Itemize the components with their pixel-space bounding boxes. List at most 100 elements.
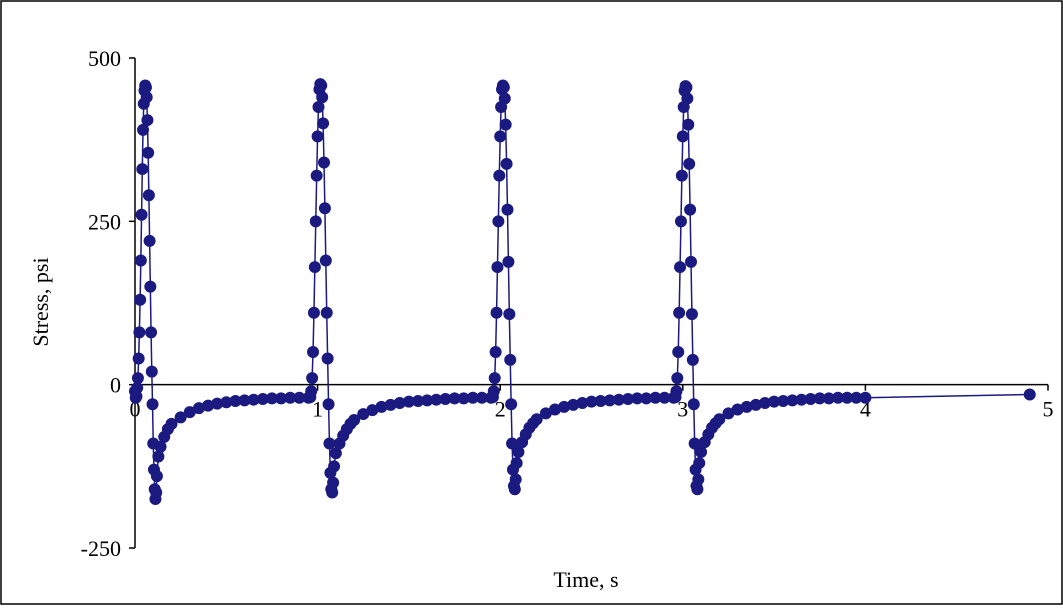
data-point bbox=[505, 398, 518, 411]
data-point bbox=[140, 91, 153, 104]
data-point bbox=[673, 306, 686, 319]
data-point bbox=[326, 486, 339, 499]
series-layer bbox=[129, 78, 1036, 505]
data-point bbox=[685, 255, 698, 268]
data-point bbox=[134, 254, 147, 267]
data-point bbox=[145, 365, 158, 378]
data-point bbox=[321, 352, 334, 365]
data-point bbox=[142, 146, 155, 159]
data-point bbox=[499, 118, 512, 131]
data-point bbox=[318, 202, 331, 215]
data-point bbox=[681, 92, 694, 105]
x-tick-label: 1 bbox=[312, 397, 323, 422]
data-point bbox=[150, 470, 163, 483]
data-point bbox=[682, 118, 695, 131]
data-point bbox=[684, 203, 697, 216]
y-tick-label: -250 bbox=[81, 536, 121, 561]
data-point bbox=[136, 163, 149, 176]
y-axis-title: Stress, psi bbox=[28, 257, 53, 346]
data-point bbox=[1023, 388, 1036, 401]
data-point bbox=[348, 413, 361, 426]
data-point bbox=[674, 215, 687, 228]
data-point bbox=[315, 79, 328, 92]
x-axis-title: Time, s bbox=[553, 567, 618, 592]
x-tick-label: 2 bbox=[495, 397, 506, 422]
x-tick-label: 4 bbox=[860, 397, 871, 422]
data-point bbox=[317, 156, 330, 169]
axes: -250 0 250 500 0 1 2 3 4 5 bbox=[81, 46, 1054, 561]
data-point bbox=[135, 208, 148, 221]
data-point bbox=[142, 189, 155, 202]
data-point bbox=[323, 437, 336, 450]
data-point bbox=[508, 483, 521, 496]
data-point bbox=[504, 353, 517, 366]
data-point bbox=[510, 457, 523, 470]
data-point bbox=[307, 306, 320, 319]
data-point bbox=[493, 169, 506, 182]
data-point bbox=[174, 411, 187, 424]
data-point bbox=[328, 460, 341, 473]
data-point bbox=[492, 215, 505, 228]
data-point bbox=[145, 326, 158, 339]
data-point bbox=[143, 234, 156, 247]
data-point bbox=[676, 130, 689, 143]
data-point bbox=[146, 398, 159, 411]
data-point bbox=[497, 81, 510, 94]
data-point bbox=[327, 476, 340, 489]
data-point bbox=[144, 280, 157, 293]
data-point bbox=[488, 372, 501, 385]
data-point bbox=[150, 486, 163, 499]
data-point bbox=[671, 372, 684, 385]
data-point bbox=[322, 398, 335, 411]
data-point bbox=[859, 391, 872, 404]
data-point bbox=[152, 450, 165, 463]
data-point bbox=[674, 261, 687, 274]
data-point bbox=[305, 385, 318, 398]
data-point bbox=[487, 385, 500, 398]
data-point bbox=[309, 215, 322, 228]
data-point bbox=[685, 308, 698, 321]
data-point bbox=[680, 81, 693, 94]
data-point bbox=[500, 157, 513, 170]
data-point bbox=[503, 308, 516, 321]
data-point bbox=[494, 130, 507, 143]
data-point bbox=[692, 473, 705, 486]
data-point bbox=[683, 157, 696, 170]
x-tick-label: 5 bbox=[1043, 397, 1054, 422]
data-point bbox=[165, 417, 178, 430]
data-point bbox=[509, 473, 522, 486]
data-point bbox=[687, 398, 700, 411]
data-point bbox=[134, 293, 147, 306]
data-point bbox=[672, 346, 685, 358]
data-point bbox=[308, 261, 321, 274]
data-point bbox=[319, 254, 332, 267]
data-point bbox=[490, 306, 503, 319]
data-point bbox=[320, 306, 333, 319]
data-point bbox=[498, 92, 511, 105]
data-point bbox=[133, 326, 146, 339]
x-tick-label: 0 bbox=[130, 397, 141, 422]
data-point bbox=[686, 353, 699, 366]
data-point bbox=[489, 346, 502, 358]
data-point bbox=[491, 261, 504, 274]
y-tick-label: 0 bbox=[110, 373, 121, 398]
data-point bbox=[306, 372, 319, 385]
data-point bbox=[310, 169, 323, 182]
data-point bbox=[132, 352, 145, 365]
data-point bbox=[501, 203, 514, 216]
data-point bbox=[307, 346, 320, 358]
data-point bbox=[713, 413, 726, 426]
data-point bbox=[131, 372, 144, 385]
data-point bbox=[693, 457, 706, 470]
data-point bbox=[530, 413, 543, 426]
y-tick-label: 250 bbox=[88, 209, 121, 234]
data-point bbox=[691, 483, 704, 496]
data-point bbox=[316, 91, 329, 104]
data-point bbox=[311, 130, 324, 143]
data-point bbox=[502, 255, 515, 268]
data-point bbox=[141, 114, 154, 127]
y-tick-label: 500 bbox=[88, 46, 121, 71]
